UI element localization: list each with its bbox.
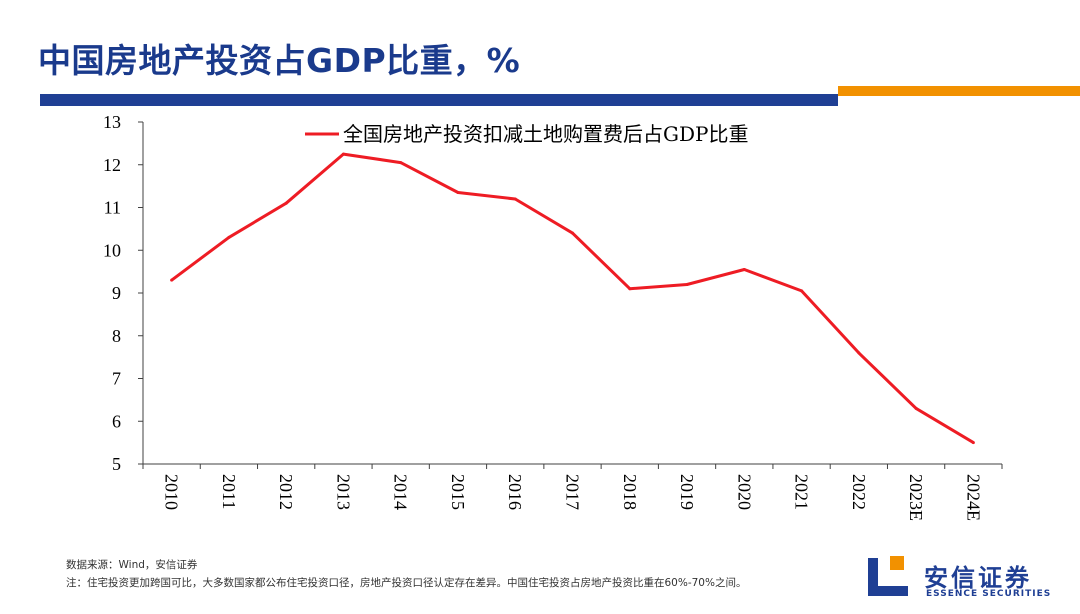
data-point	[742, 267, 746, 271]
y-tick-label: 12	[103, 155, 121, 175]
x-tick-label: 2018	[620, 474, 640, 510]
y-tick-label: 5	[112, 454, 121, 474]
y-tick-label: 11	[104, 198, 121, 218]
x-tick-label: 2023E	[906, 474, 926, 521]
x-tick-label: 2015	[448, 474, 468, 510]
data-point	[628, 287, 632, 291]
x-tick-label: 2019	[677, 474, 697, 510]
header-bar-orange	[838, 86, 1080, 96]
page-title: 中国房地产投资占GDP比重，%	[38, 41, 521, 80]
y-tick-label: 10	[103, 240, 121, 260]
data-point	[227, 235, 231, 239]
y-tick-label: 7	[112, 369, 121, 389]
x-tick-label: 2012	[276, 474, 296, 510]
x-tick-label: 2010	[162, 474, 182, 510]
x-tick-label: 2016	[505, 474, 525, 510]
y-tick-label: 9	[112, 283, 121, 303]
legend-label: 全国房地产投资扣减土地购置费后占GDP比重	[343, 122, 748, 146]
header-bar-blue	[40, 94, 838, 106]
data-source: 数据来源：Wind，安信证券	[66, 559, 198, 571]
x-tick-label: 2013	[333, 474, 353, 510]
x-tick-label: 2011	[219, 474, 239, 509]
data-point	[914, 406, 918, 410]
y-tick-label: 13	[103, 112, 121, 132]
data-point	[971, 441, 975, 445]
y-tick-label: 8	[112, 326, 121, 346]
data-point	[341, 152, 345, 156]
data-point	[857, 351, 861, 355]
data-point	[399, 161, 403, 165]
x-tick-label: 2024E	[963, 474, 983, 521]
data-point	[456, 191, 460, 195]
data-point	[571, 231, 574, 235]
x-tick-label: 2020	[734, 474, 754, 510]
logo-name-en: ESSENCE SECURITIES	[926, 589, 1052, 599]
data-point	[513, 197, 517, 201]
y-tick-label: 6	[112, 411, 121, 431]
x-tick-label: 2021	[792, 474, 812, 510]
data-point	[685, 282, 689, 286]
data-point	[170, 278, 174, 282]
x-tick-label: 2014	[391, 474, 411, 510]
x-tick-label: 2017	[563, 474, 583, 510]
data-point	[800, 289, 804, 293]
series-line	[170, 152, 975, 444]
logo-name-cn: 安信证券	[924, 564, 1032, 592]
x-tick-label: 2022	[849, 474, 869, 510]
data-point	[284, 201, 288, 205]
company-logo: 安信证券 ESSENCE SECURITIES	[864, 554, 1064, 604]
logo-mark-icon	[868, 556, 908, 596]
footnote: 注：住宅投资更加跨国可比，大多数国家都公布住宅投资口径，房地产投资口径认定存在差…	[66, 577, 747, 589]
